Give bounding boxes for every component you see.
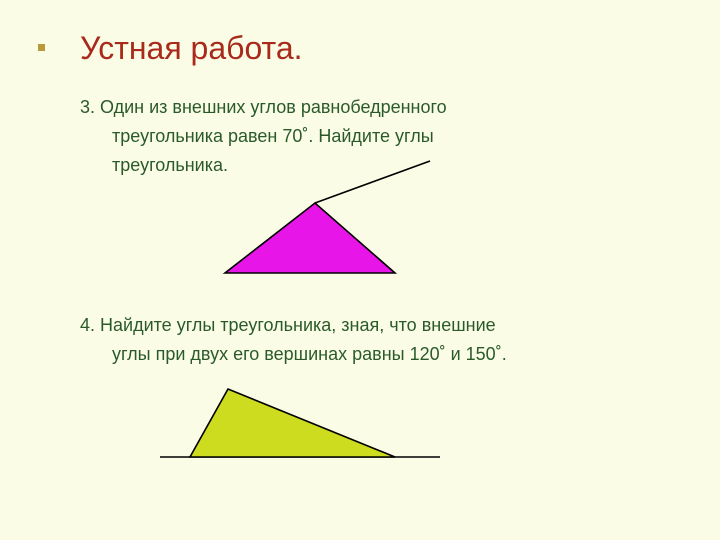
problem3-line2: треугольника равен 70˚. Найдите углы — [80, 124, 660, 149]
triangle1 — [225, 203, 395, 273]
figure1-container — [180, 183, 660, 293]
problem4-line2: углы при двух его вершинах равны 120˚ и … — [80, 342, 660, 367]
triangle2 — [190, 389, 395, 457]
page-title: Устная работа. — [80, 30, 660, 67]
slide: Устная работа. 3. Один из внешних углов … — [0, 0, 720, 540]
problem3-line1: 3. Один из внешних углов равнобедренного — [80, 95, 660, 120]
problem3-line3: треугольника. — [80, 153, 660, 178]
problem4-line1: 4. Найдите углы треугольника, зная, что … — [80, 313, 660, 338]
figure2-svg — [140, 377, 460, 467]
figure2-container — [140, 377, 660, 467]
accent-square — [38, 44, 45, 51]
figure1-svg — [180, 183, 500, 293]
